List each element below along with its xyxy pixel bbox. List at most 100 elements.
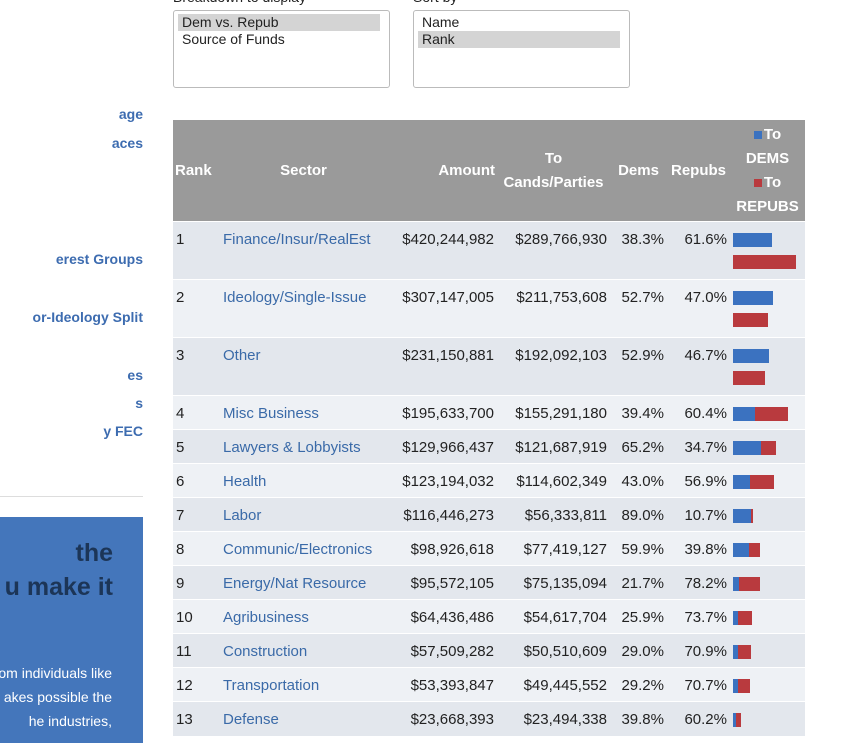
bar-group [733, 506, 799, 523]
bar-cell [730, 337, 805, 396]
table-cell: 59.9% [610, 531, 667, 566]
control-label: Breakdown to display [173, 0, 306, 5]
table-cell: $420,244,982 [387, 221, 497, 280]
bar-cell [730, 633, 805, 668]
sector-link[interactable]: Labor [223, 507, 262, 524]
table-cell: $289,766,930 [497, 221, 610, 280]
bar-cell [730, 531, 805, 566]
table-cell: 46.7% [667, 337, 730, 396]
sector-link[interactable]: Other [223, 347, 261, 364]
sidebar-link[interactable]: y FEC [103, 423, 143, 439]
table-cell: $307,147,005 [387, 279, 497, 338]
table-cell: $195,633,700 [387, 395, 497, 430]
repub-bar [733, 371, 765, 385]
sidebar-link[interactable]: es [127, 367, 143, 383]
table-cell: $53,393,847 [387, 667, 497, 702]
bar-group [733, 288, 799, 327]
table-cell: 3 [173, 337, 220, 396]
listbox-option[interactable]: Source of Funds [182, 31, 285, 47]
table-row: 9 Energy/Nat Resource $95,572,105 $75,135,0… [173, 565, 805, 600]
table-cell: 21.7% [610, 565, 667, 600]
sidebar-link[interactable]: aces [111, 135, 143, 151]
table-cell: 4 [173, 395, 220, 430]
column-header: Amount [387, 120, 497, 222]
table-cell: $114,602,349 [497, 463, 610, 498]
table-cell: $211,753,608 [497, 279, 610, 338]
dem-bar [733, 611, 738, 625]
repub-bar [733, 255, 797, 269]
table-row: 13 Defense $23,668,393 $23,494,338 39.8% 60.2… [173, 701, 805, 736]
table-cell: 38.3% [610, 221, 667, 280]
bar-group [733, 346, 799, 385]
dem-bar [733, 509, 751, 523]
table-row: 2 Ideology/Single-Issue $307,147,005 $211,7… [173, 279, 805, 338]
table-cell: 70.9% [667, 633, 730, 668]
bar-cell [730, 701, 805, 736]
sector-link[interactable]: Lawyers & Lobbyists [223, 439, 361, 456]
table-cell: $50,510,609 [497, 633, 610, 668]
table-cell: 39.4% [610, 395, 667, 430]
bar-cell [730, 279, 805, 338]
divider [0, 496, 143, 497]
listbox[interactable]: Dem vs. Repub Source of Funds [173, 10, 390, 88]
legend-item: To REPUBS [732, 171, 803, 219]
sector-link[interactable]: Finance/Insur/RealEst [223, 231, 371, 248]
table-cell: Ideology/Single-Issue [220, 279, 387, 338]
column-header: Rank [173, 120, 220, 222]
sidebar-link[interactable]: s [135, 395, 143, 411]
bar-cell [730, 221, 805, 280]
sidebar-link[interactable]: age [118, 106, 143, 122]
repub-bar [750, 509, 753, 523]
sector-link[interactable]: Health [223, 473, 267, 490]
sector-link[interactable]: Communic/Electronics [223, 541, 373, 558]
dem-bar [733, 543, 750, 557]
bar-group [733, 608, 799, 625]
sector-link[interactable]: Ideology/Single-Issue [223, 289, 367, 306]
repub-bar [749, 543, 761, 557]
sector-link[interactable]: Energy/Nat Resource [223, 575, 367, 592]
table-cell: 11 [173, 633, 220, 668]
table-cell: $49,445,552 [497, 667, 610, 702]
listbox-option[interactable]: Name [422, 14, 460, 30]
bar-group [733, 472, 799, 489]
sector-link[interactable]: Agribusiness [223, 609, 309, 626]
table-row: 11 Construction $57,509,282 $50,510,609 29.0… [173, 633, 805, 668]
sector-table: Rank Sector Amount To Cands/Parties Dems Repu… [173, 120, 805, 736]
listbox[interactable]: Name Rank [413, 10, 630, 88]
sidebar-link[interactable]: erest Groups [55, 251, 143, 267]
listbox-option[interactable]: Dem vs. Repub [178, 14, 380, 31]
table-cell: 56.9% [667, 463, 730, 498]
table-row: 8 Communic/Electronics $98,926,618 $77,419,… [173, 531, 805, 566]
promo-heading: the [75, 539, 114, 567]
bar-cell [730, 463, 805, 498]
column-header: Sector [220, 120, 387, 222]
bar-cell [730, 497, 805, 532]
table-cell: 52.9% [610, 337, 667, 396]
sidebar-link[interactable]: or-Ideology Split [32, 309, 143, 325]
listbox-option[interactable]: Rank [418, 31, 620, 48]
bar-cell [730, 599, 805, 634]
legend-header: To DEMS To REPUBS [730, 120, 805, 222]
dem-bar [733, 441, 762, 455]
table-row: 6 Health $123,194,032 $114,602,349 43.0% 56.9… [173, 463, 805, 498]
promo-text: om individuals like [0, 665, 112, 681]
bar-cell [730, 667, 805, 702]
table-cell: Transportation [220, 667, 387, 702]
table-cell: Finance/Insur/RealEst [220, 221, 387, 280]
dem-bar [733, 577, 739, 591]
dem-bar [733, 407, 755, 421]
legend-swatch [753, 130, 762, 139]
legend-text: To DEMS [745, 125, 790, 167]
table-cell: $129,966,437 [387, 429, 497, 464]
table-cell: Communic/Electronics [220, 531, 387, 566]
sector-link[interactable]: Misc Business [223, 405, 319, 422]
sector-link[interactable]: Defense [223, 711, 279, 728]
table-cell: $116,446,273 [387, 497, 497, 532]
column-header: Dems [610, 120, 667, 222]
sector-link[interactable]: Transportation [223, 677, 320, 694]
sector-link[interactable]: Construction [223, 643, 308, 660]
table-cell: 34.7% [667, 429, 730, 464]
table-cell: 73.7% [667, 599, 730, 634]
table-cell: Construction [220, 633, 387, 668]
